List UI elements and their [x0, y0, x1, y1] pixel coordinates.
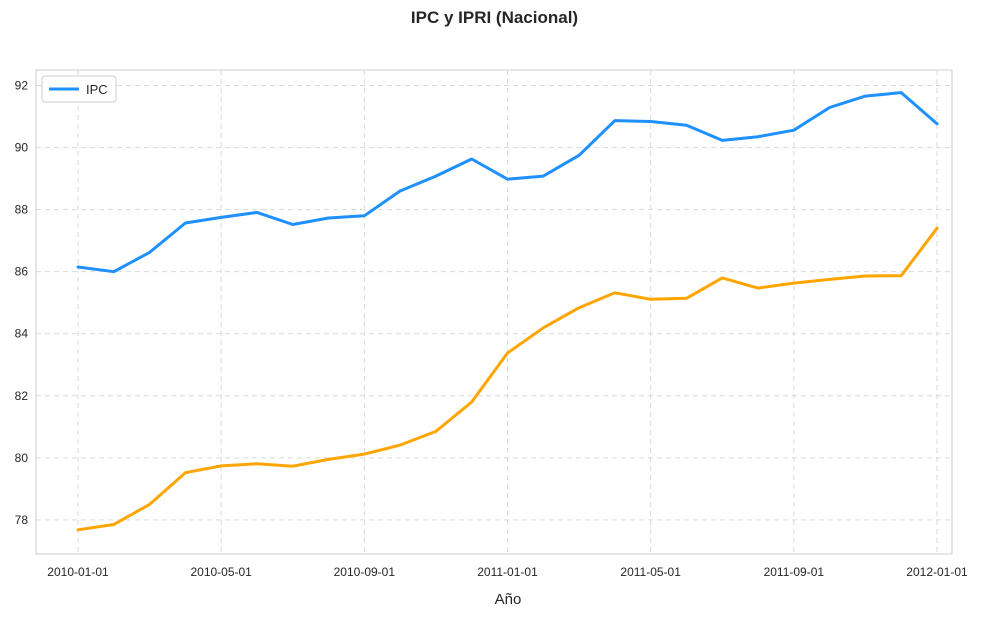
series-line-ipc [76, 91, 939, 274]
series-layer [76, 91, 939, 532]
y-tick-label: 92 [15, 79, 29, 93]
y-tick-label: 86 [15, 265, 29, 279]
legend: IPC [41, 75, 117, 103]
plot-area-frame [35, 69, 953, 555]
y-tick-label: 84 [15, 327, 29, 341]
x-tick-label: 2010-05-01 [190, 565, 252, 579]
y-axis-ticks: 78 80 82 84 86 88 90 92 [15, 79, 29, 527]
y-tick-label: 80 [15, 451, 29, 465]
y-tick-label: 78 [15, 513, 29, 527]
x-tick-label: 2011-05-01 [620, 565, 681, 579]
x-axis-ticks: 2010-01-01 2010-05-01 2010-09-01 2011-01-01… [47, 565, 968, 579]
x-tick-label: 2010-09-01 [334, 565, 396, 579]
x-tick-label: 2011-09-01 [764, 565, 825, 579]
x-tick-label: 2010-01-01 [47, 565, 109, 579]
y-tick-label: 88 [15, 203, 29, 217]
chart-title: IPC y IPRI (Nacional) [411, 8, 578, 27]
x-tick-label: 2011-01-01 [477, 565, 538, 579]
x-axis-label: Año [495, 591, 522, 608]
y-tick-label: 90 [15, 141, 29, 155]
series-line-2 [76, 226, 939, 532]
y-tick-label: 82 [15, 389, 29, 403]
legend-label-ipc: IPC [86, 82, 108, 97]
x-tick-label: 2012-01-01 [906, 565, 968, 579]
